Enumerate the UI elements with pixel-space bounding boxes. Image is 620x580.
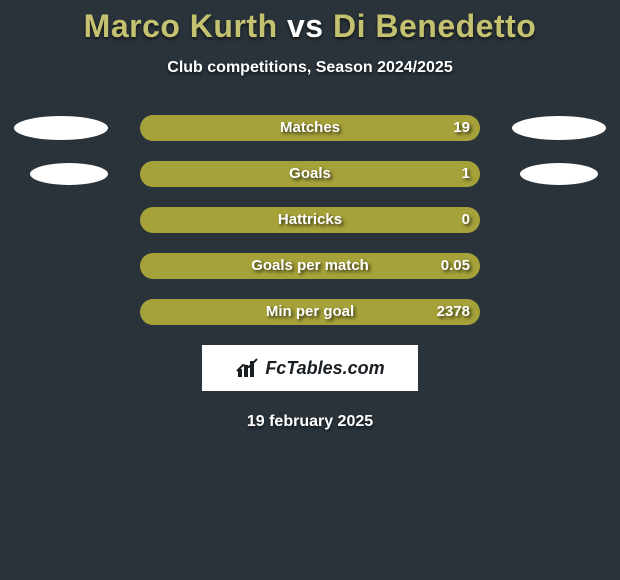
player2-marker bbox=[520, 163, 598, 185]
page-title: Marco Kurth vs Di Benedetto bbox=[0, 0, 620, 45]
stat-rows: Matches19 Goals1 Hattricks0 Goals per match… bbox=[0, 115, 620, 325]
stat-bar-track bbox=[140, 253, 480, 279]
player2-marker bbox=[512, 116, 606, 140]
stat-bar-track bbox=[140, 299, 480, 325]
player1-marker bbox=[14, 116, 108, 140]
vs-label: vs bbox=[287, 8, 324, 44]
stat-value-right: 1 bbox=[462, 161, 470, 187]
date-label: 19 february 2025 bbox=[0, 413, 620, 431]
stat-row: Hattricks0 bbox=[0, 207, 620, 233]
subtitle: Club competitions, Season 2024/2025 bbox=[0, 59, 620, 77]
chart-icon bbox=[235, 357, 261, 379]
stat-row: Matches19 bbox=[0, 115, 620, 141]
comparison-card: Marco Kurth vs Di Benedetto Club competi… bbox=[0, 0, 620, 580]
brand-text: FcTables.com bbox=[265, 358, 384, 379]
stat-row: Goals1 bbox=[0, 161, 620, 187]
stat-bar-track bbox=[140, 115, 480, 141]
stat-value-right: 19 bbox=[453, 115, 470, 141]
stat-value-right: 0 bbox=[462, 207, 470, 233]
player1-marker bbox=[30, 163, 108, 185]
brand-logo[interactable]: FcTables.com bbox=[202, 345, 418, 391]
stat-row: Goals per match0.05 bbox=[0, 253, 620, 279]
player1-name: Marco Kurth bbox=[84, 8, 278, 44]
stat-value-right: 2378 bbox=[437, 299, 470, 325]
stat-bar-track bbox=[140, 161, 480, 187]
stat-row: Min per goal2378 bbox=[0, 299, 620, 325]
stat-bar-track bbox=[140, 207, 480, 233]
stat-value-right: 0.05 bbox=[441, 253, 470, 279]
player2-name: Di Benedetto bbox=[333, 8, 536, 44]
